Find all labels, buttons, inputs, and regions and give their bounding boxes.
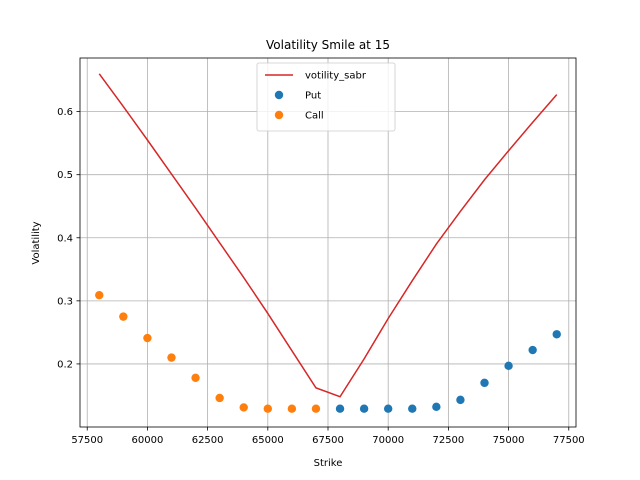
y-tick-label: 0.3	[57, 296, 73, 307]
x-tick-label: 77500	[553, 435, 585, 446]
x-tick-label: 60000	[132, 435, 164, 446]
y-axis-ticks: 0.2 0.3 0.4 0.5 0.6	[57, 107, 80, 370]
y-tick-label: 0.4	[57, 233, 73, 244]
data-point-call	[239, 403, 248, 412]
x-tick-label: 62500	[192, 435, 224, 446]
data-point-put	[359, 404, 369, 413]
x-axis-ticks: 57500 60000 62500 65000 67500 70000 72500 75000…	[71, 427, 585, 446]
data-point-call	[167, 353, 176, 362]
data-point-put	[480, 378, 489, 388]
data-point-put	[335, 404, 345, 413]
x-tick-label: 67500	[312, 435, 344, 446]
x-tick-label: 72500	[432, 435, 464, 446]
data-point-call	[215, 393, 224, 403]
legend: votility_sabr Put Call	[256, 62, 396, 132]
series-line-votility_sabr	[98, 73, 558, 398]
data-point-put	[552, 330, 561, 339]
x-axis-label: Strike	[314, 458, 343, 469]
plot-area	[95, 73, 561, 413]
legend-label: Put	[305, 91, 321, 102]
data-point-put	[432, 402, 441, 412]
y-tick-label: 0.6	[57, 107, 73, 118]
data-point-call	[263, 404, 273, 413]
y-axis-label: Volatility	[31, 221, 42, 264]
data-point-call	[95, 290, 104, 300]
chart-title: Volatility Smile at 15	[266, 38, 390, 52]
y-tick-label: 0.5	[57, 170, 73, 181]
legend-label: Call	[305, 111, 324, 122]
legend-swatch-marker	[274, 90, 284, 100]
data-point-call	[143, 333, 152, 343]
legend-box	[256, 62, 396, 132]
x-tick-label: 57500	[71, 435, 103, 446]
data-point-put	[408, 404, 417, 413]
data-point-put	[528, 345, 537, 355]
data-point-put	[504, 361, 513, 371]
legend-label: votility_sabr	[305, 71, 367, 82]
x-tick-label: 75000	[493, 435, 525, 446]
data-point-put	[456, 395, 465, 405]
y-tick-label: 0.2	[57, 359, 73, 370]
data-point-put	[383, 404, 393, 413]
data-point-call	[191, 373, 200, 382]
legend-swatch-marker	[274, 110, 284, 120]
data-point-call	[287, 404, 297, 413]
data-point-call	[311, 404, 321, 413]
x-tick-label: 65000	[252, 435, 284, 446]
x-tick-label: 70000	[372, 435, 404, 446]
data-point-call	[119, 312, 128, 321]
